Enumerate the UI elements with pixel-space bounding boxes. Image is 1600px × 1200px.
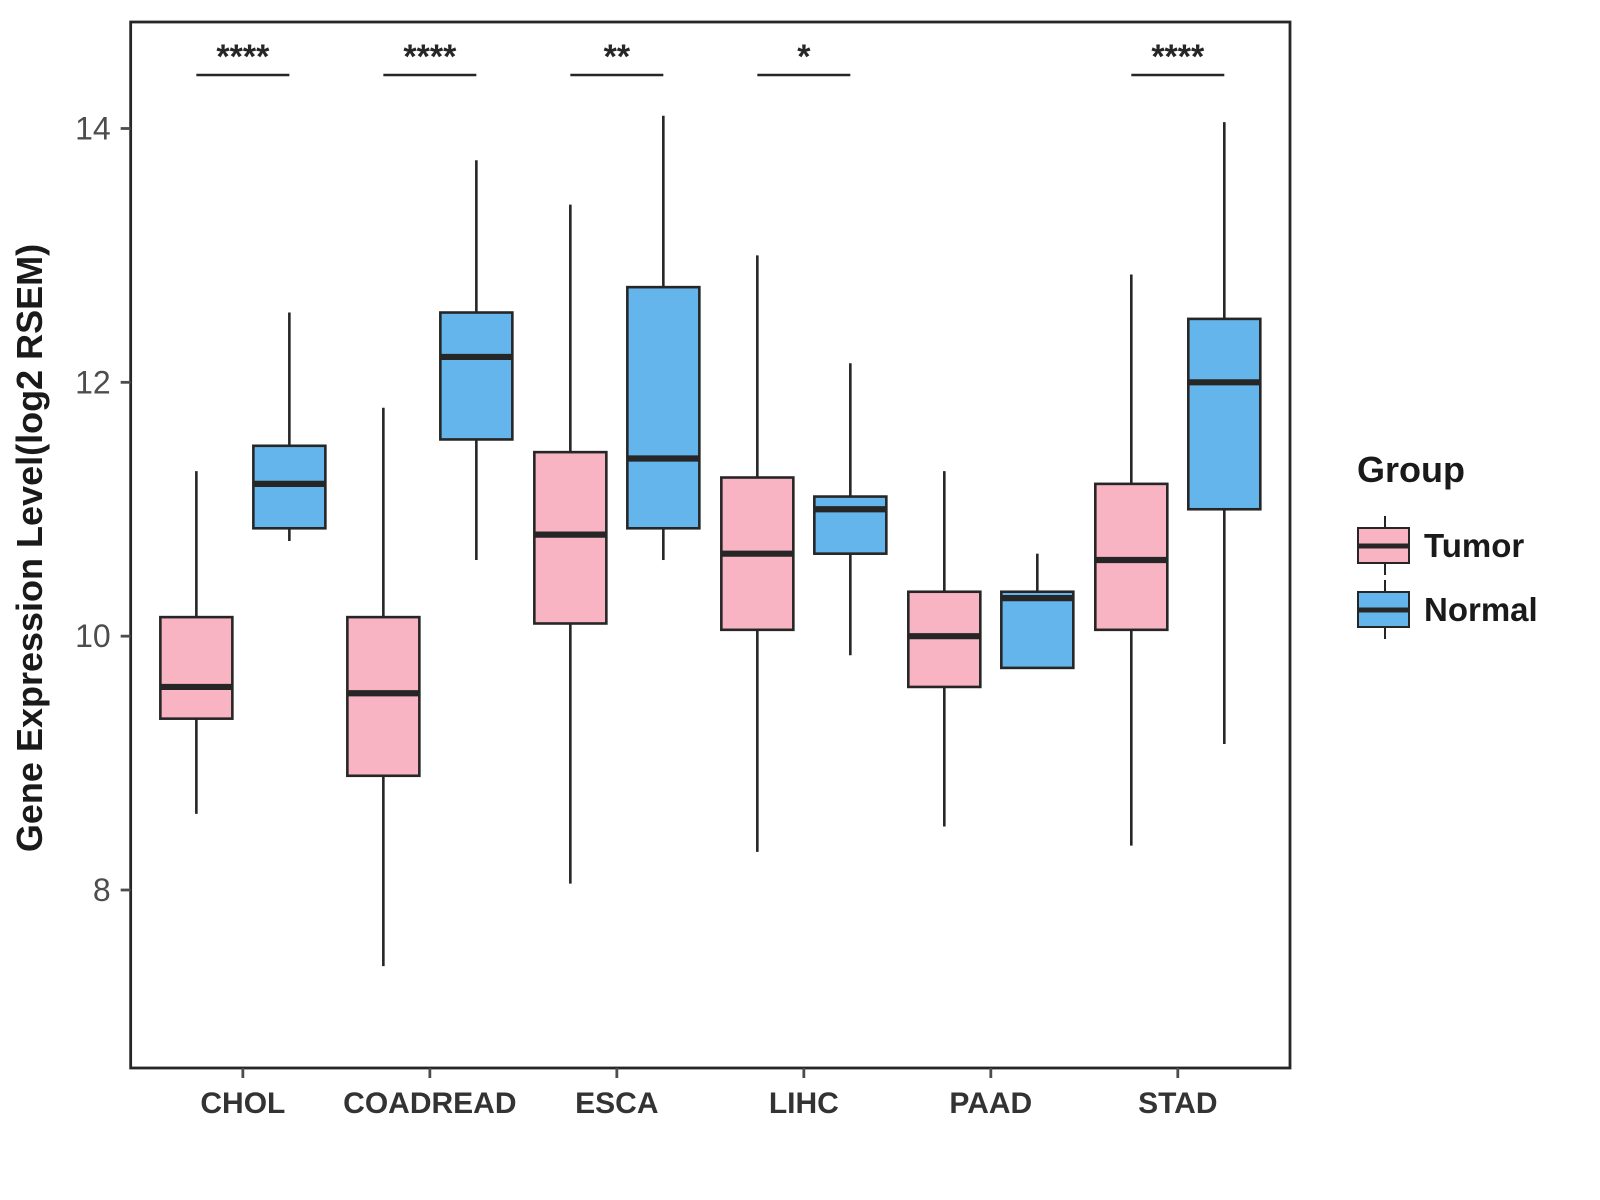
svg-text:****: **** xyxy=(403,38,457,76)
svg-text:CHOL: CHOL xyxy=(200,1087,285,1120)
svg-text:PAAD: PAAD xyxy=(949,1087,1032,1120)
svg-text:STAD: STAD xyxy=(1138,1087,1217,1120)
svg-text:10: 10 xyxy=(75,618,111,654)
svg-text:8: 8 xyxy=(93,872,111,908)
svg-text:**: ** xyxy=(604,38,631,76)
svg-text:****: **** xyxy=(1151,38,1205,76)
svg-text:COADREAD: COADREAD xyxy=(343,1087,516,1120)
svg-text:LIHC: LIHC xyxy=(769,1087,839,1120)
svg-text:12: 12 xyxy=(75,364,111,400)
svg-text:*: * xyxy=(797,38,811,76)
svg-text:ESCA: ESCA xyxy=(575,1087,658,1120)
svg-text:****: **** xyxy=(216,38,270,76)
svg-text:14: 14 xyxy=(75,111,111,147)
